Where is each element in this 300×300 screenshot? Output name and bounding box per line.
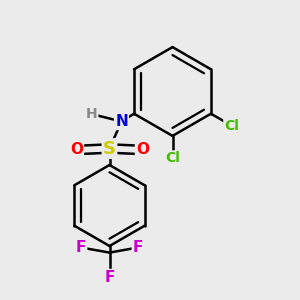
Text: N: N [115,114,128,129]
Text: F: F [104,270,115,285]
Text: H: H [86,107,97,121]
Text: F: F [133,240,143,255]
Text: Cl: Cl [224,119,239,133]
Text: O: O [136,142,149,158]
Text: Cl: Cl [165,152,180,165]
Text: S: S [103,140,116,158]
Text: F: F [76,240,86,255]
Text: O: O [70,142,83,158]
